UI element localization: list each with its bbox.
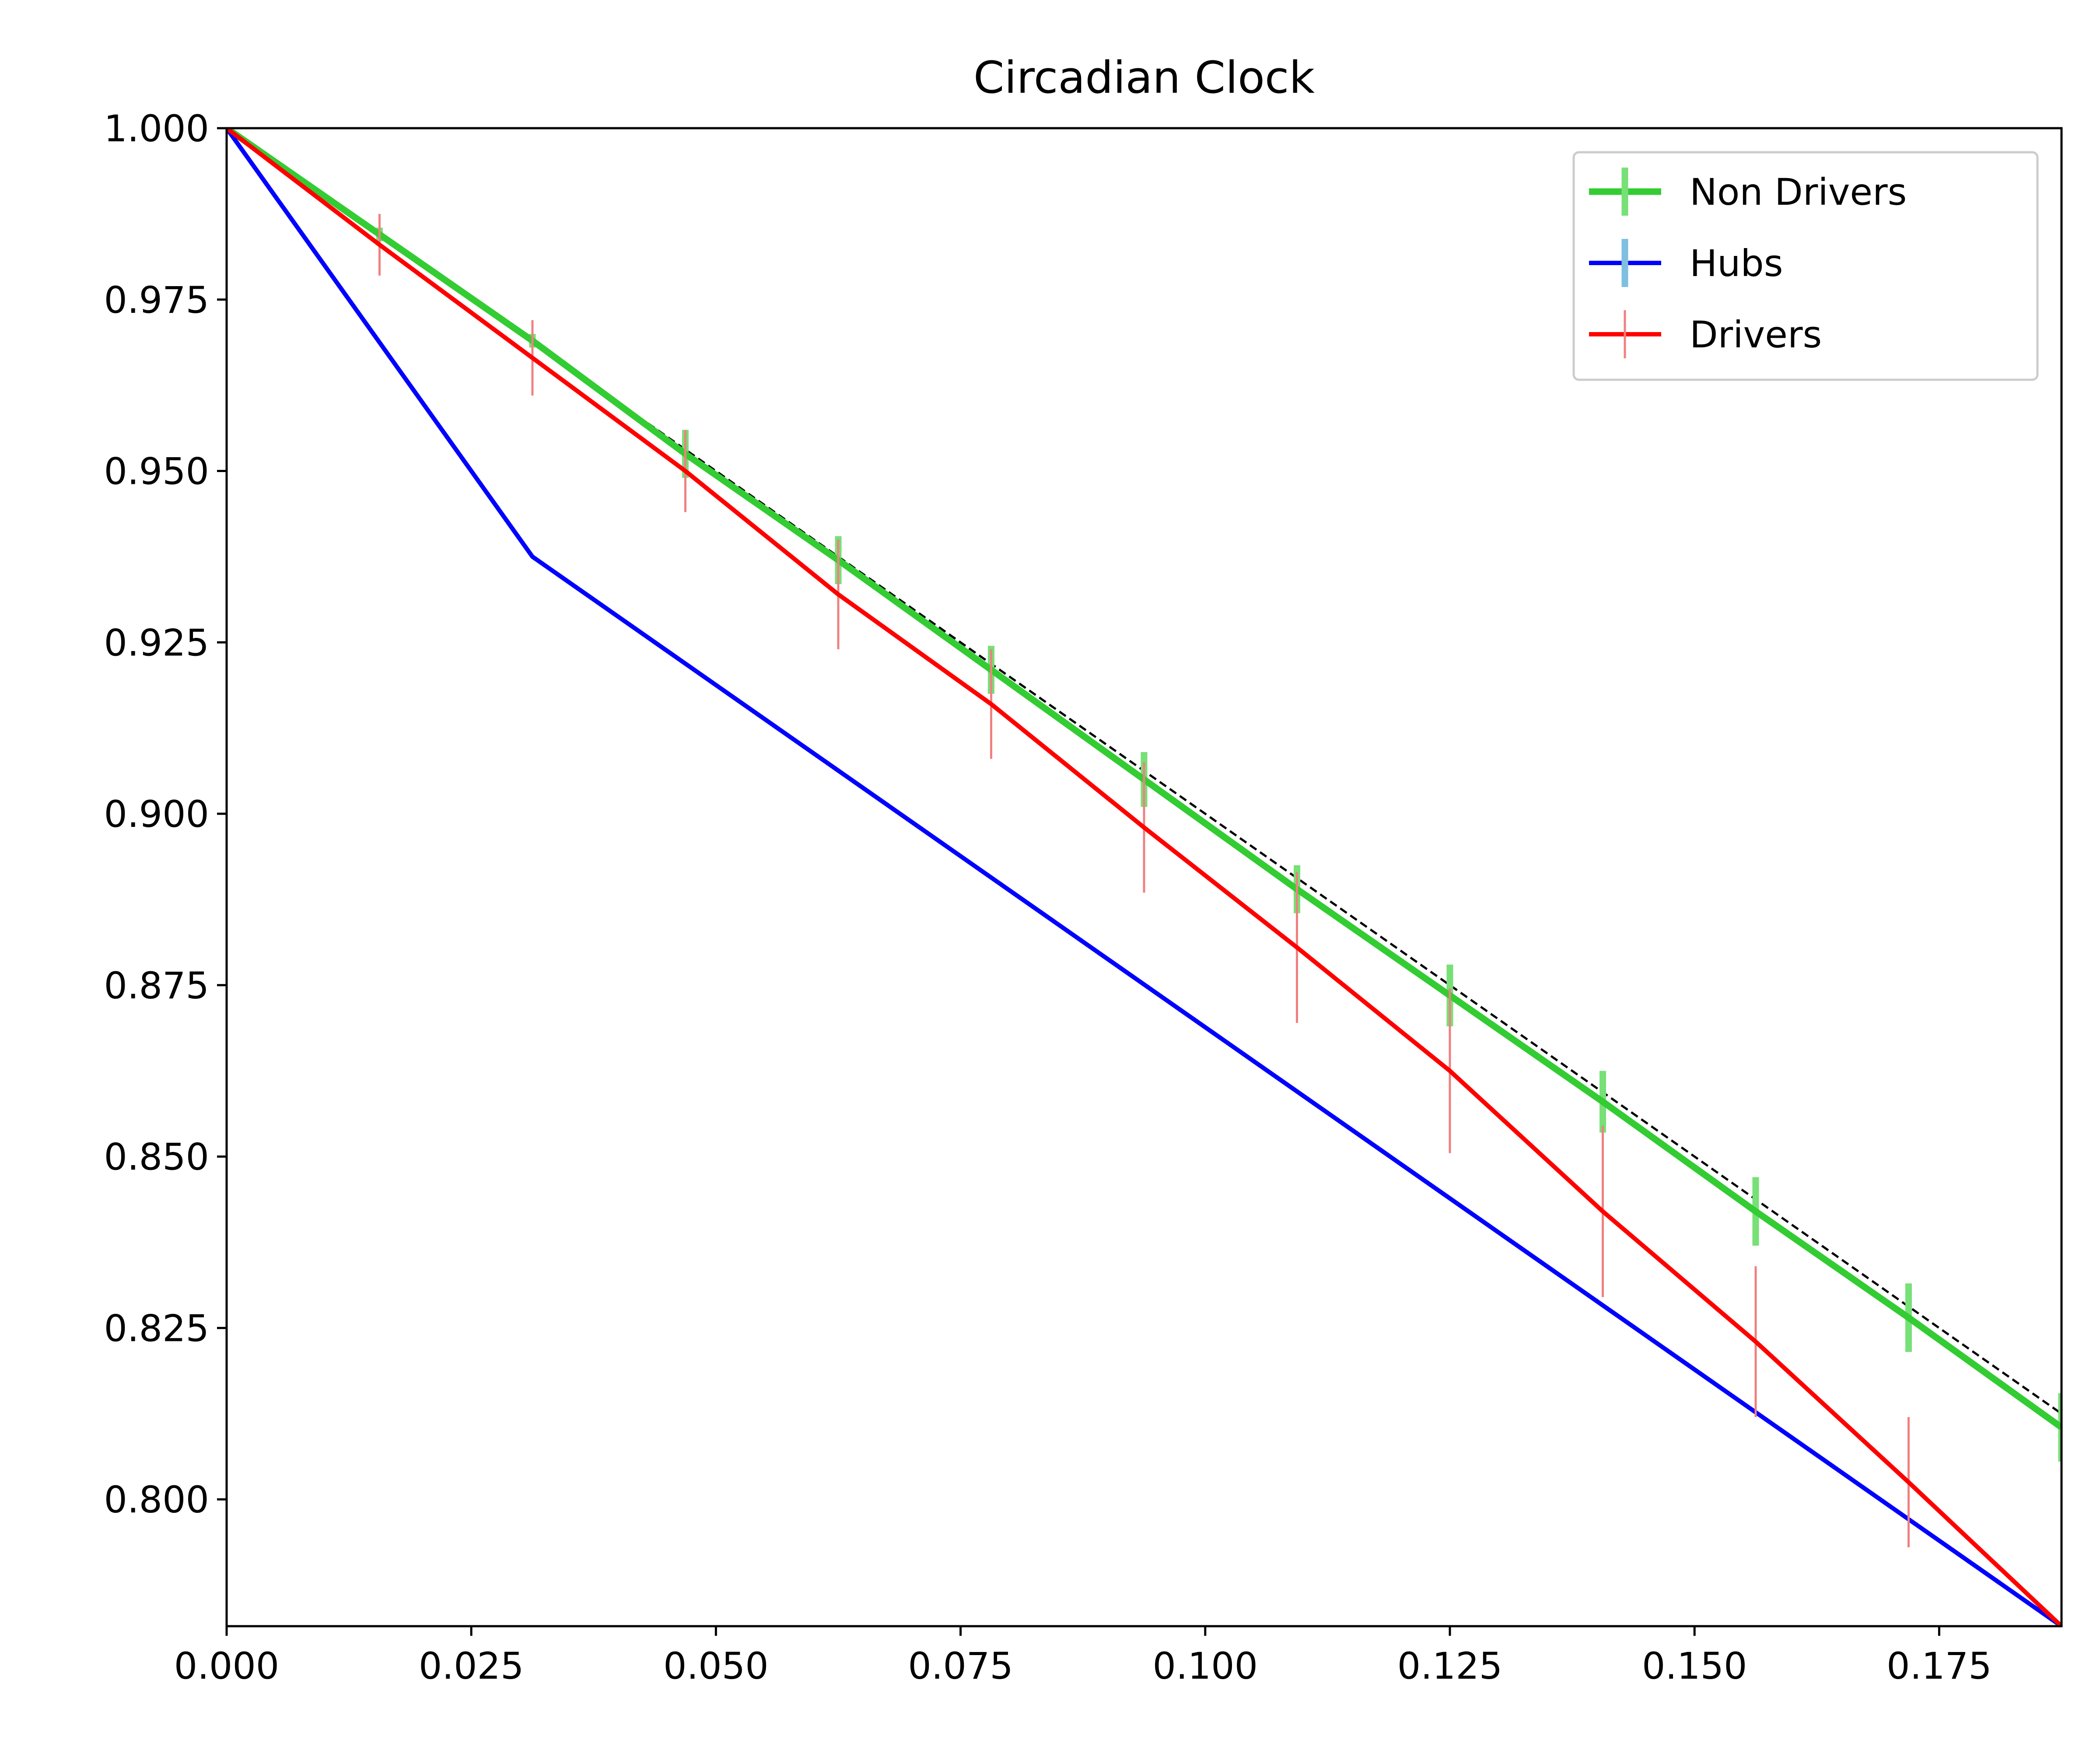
legend-box (1572, 151, 2039, 381)
chart-title: Circadian Clock (973, 52, 1315, 103)
y-tick-label: 0.950 (104, 450, 209, 493)
y-tick-label: 1.000 (104, 107, 209, 150)
y-tick-label: 0.875 (104, 964, 209, 1007)
y-tick-label: 0.825 (104, 1307, 209, 1350)
x-tick-label: 0.025 (419, 1645, 524, 1687)
plot-content (227, 128, 2062, 1626)
x-tick-label: 0.050 (663, 1645, 768, 1687)
x-tick-label: 0.175 (1886, 1645, 1992, 1687)
line-hubs (227, 128, 2062, 1626)
legend-item-hubs: Hubs (1589, 239, 1783, 287)
x-tick-label: 0.150 (1642, 1645, 1747, 1687)
plot-frame (225, 127, 2063, 1628)
line-drivers (227, 128, 2062, 1626)
y-tick-label: 0.900 (104, 793, 209, 836)
legend-label: Drivers (1690, 313, 1822, 356)
legend-item-drivers: Drivers (1589, 310, 1822, 358)
x-tick-label: 0.100 (1153, 1645, 1258, 1687)
axis-ticks: 0.000 0.025 0.050 0.075 0.100 0.125 0.150 0.175… (104, 107, 1992, 1687)
y-tick-label: 0.975 (104, 279, 209, 322)
legend: Non Drivers Hubs Drivers (1572, 151, 2039, 381)
series-drivers (227, 128, 2062, 1626)
x-tick-label: 0.125 (1397, 1645, 1502, 1687)
y-tick-label: 0.800 (104, 1478, 209, 1521)
y-tick-label: 0.925 (104, 621, 209, 664)
legend-label: Non Drivers (1690, 171, 1907, 214)
legend-label: Hubs (1690, 242, 1783, 285)
y-tick-label: 0.850 (104, 1136, 209, 1179)
legend-item-non-drivers: Non Drivers (1589, 168, 1907, 216)
x-tick-label: 0.000 (174, 1645, 279, 1687)
x-tick-label: 0.075 (908, 1645, 1013, 1687)
series-hubs (227, 128, 2062, 1626)
